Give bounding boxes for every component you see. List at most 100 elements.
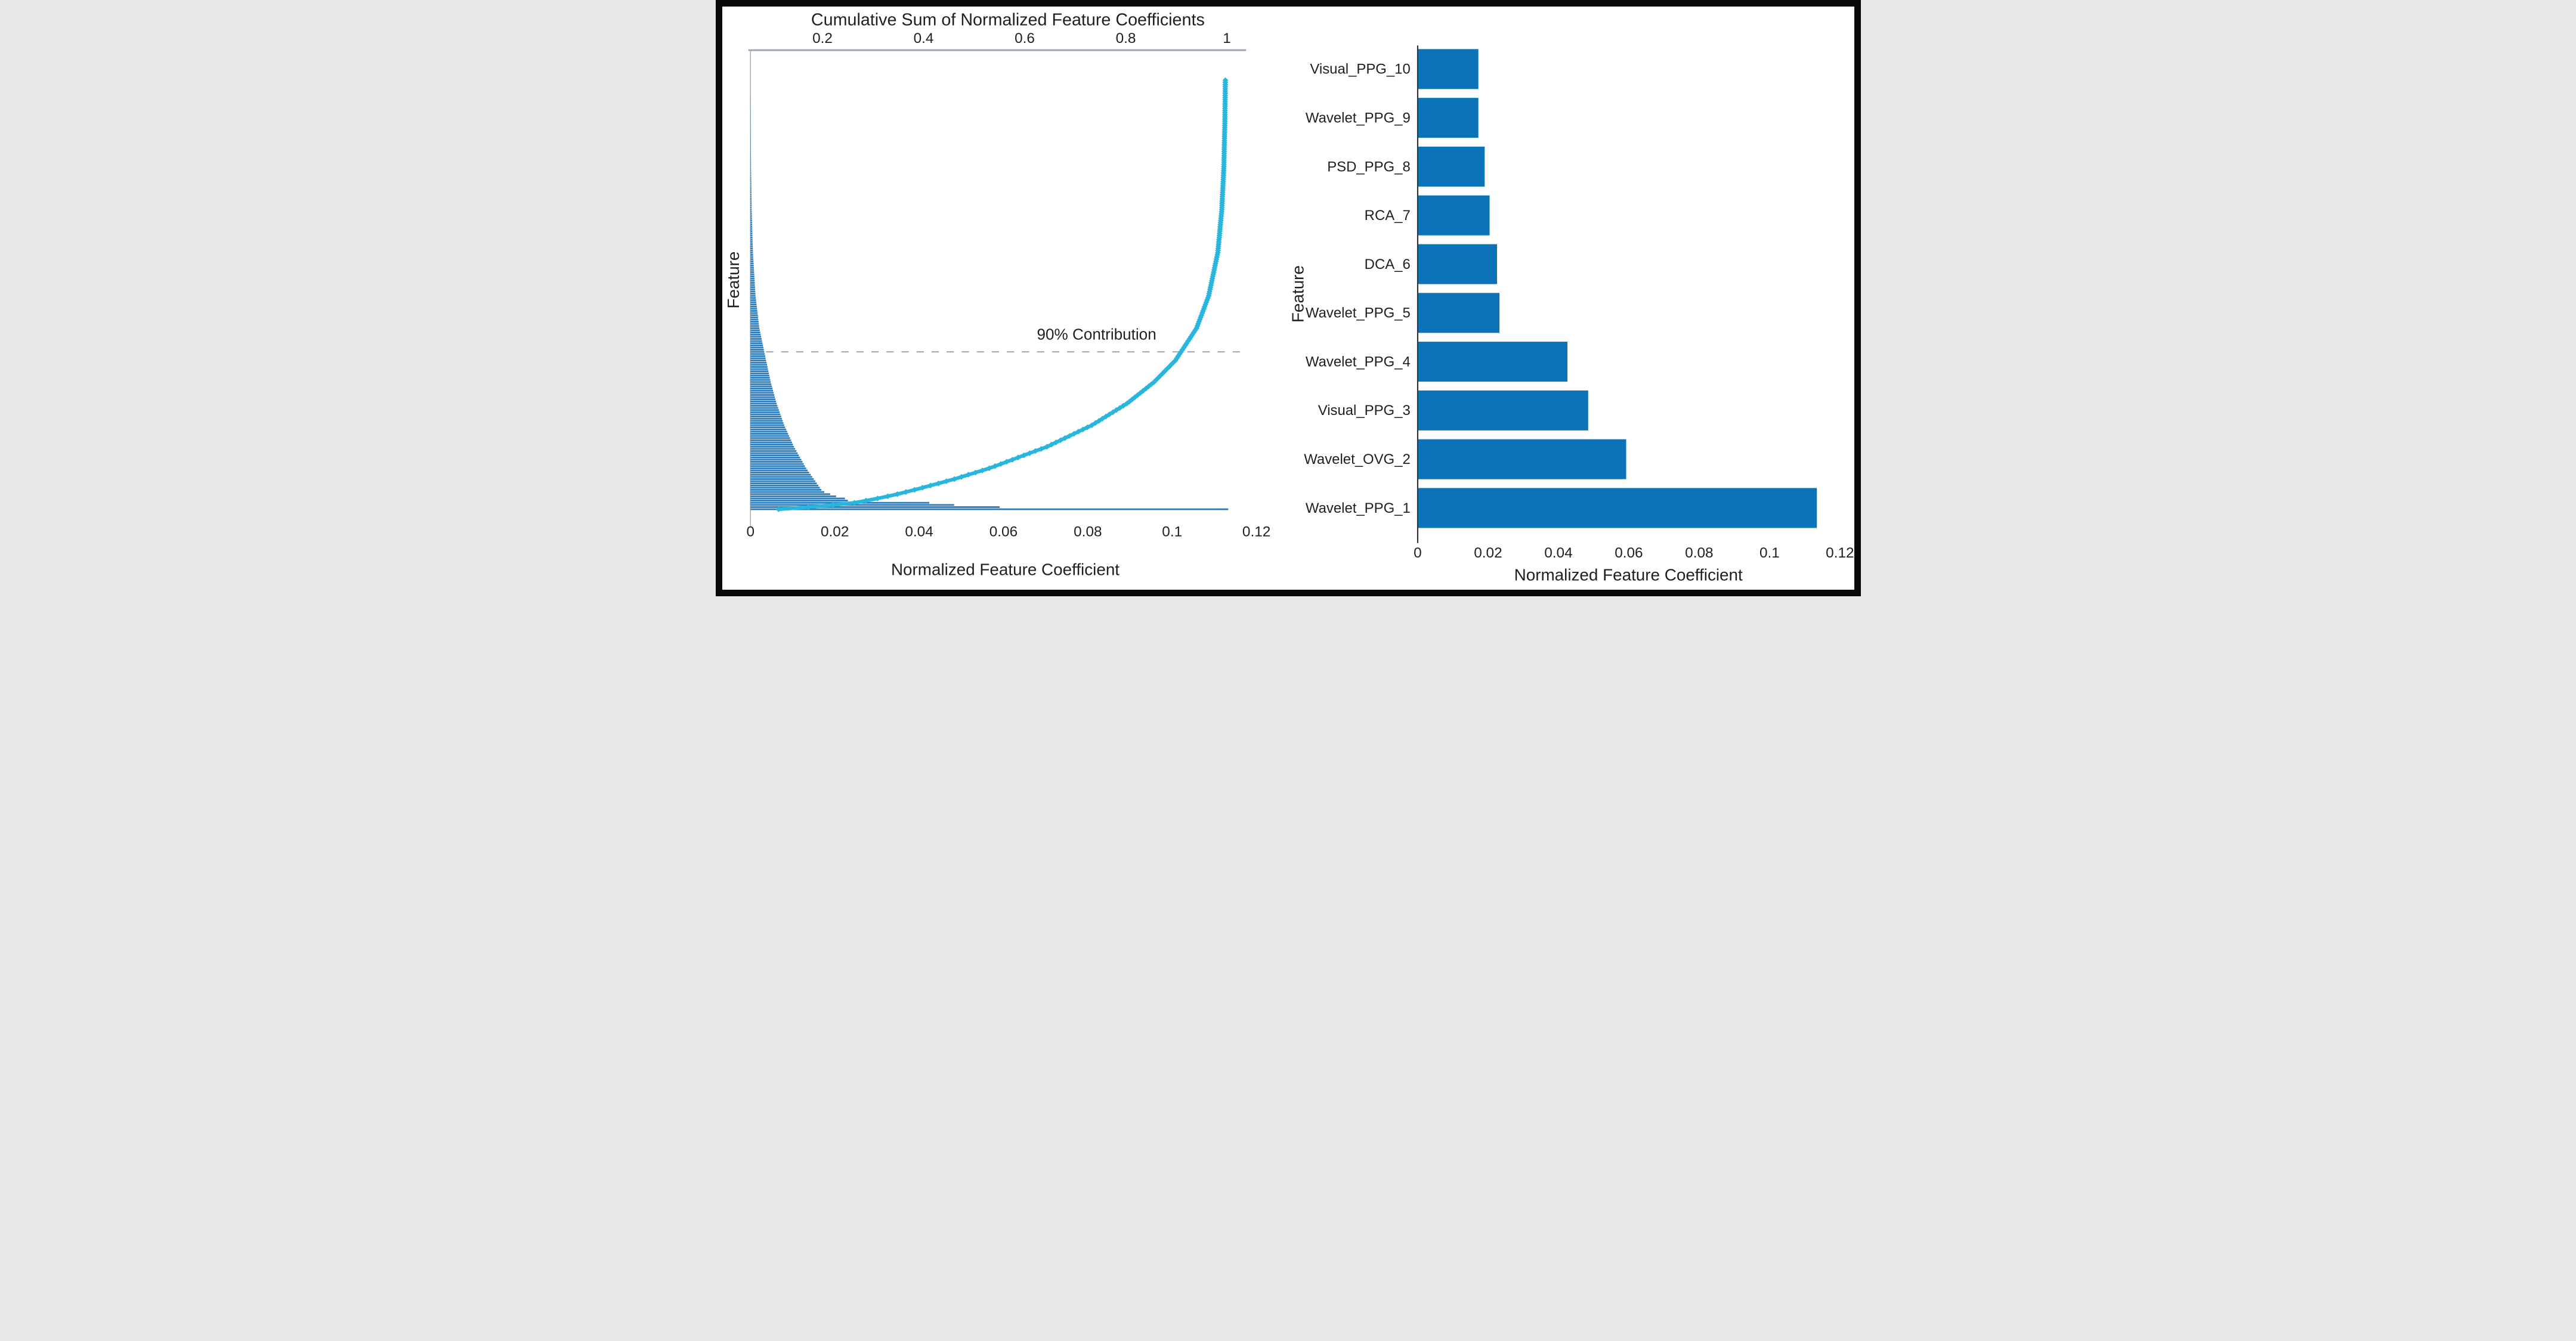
feature-bar <box>750 469 808 472</box>
feature-bar <box>750 312 757 314</box>
feature-bar <box>750 405 777 407</box>
feature-bar <box>750 497 845 500</box>
top-axis-title: Cumulative Sum of Normalized Feature Coe… <box>811 10 1204 29</box>
feature-bar <box>750 146 751 148</box>
feature-bar <box>750 170 751 172</box>
feature-bar <box>750 504 954 506</box>
feature-bar <box>1418 390 1588 431</box>
feature-bar <box>750 381 771 383</box>
x-axis-tick-label: 0.02 <box>1474 545 1502 561</box>
feature-bar <box>750 221 752 224</box>
category-label: Wavelet_OVG_2 <box>1304 451 1411 467</box>
feature-bar <box>750 191 752 194</box>
feature-bar <box>750 196 752 198</box>
category-label: Wavelet_PPG_5 <box>1305 305 1410 321</box>
feature-bar <box>750 327 759 329</box>
feature-bar <box>750 204 752 206</box>
feature-bar <box>750 224 752 226</box>
feature-bar <box>750 323 759 325</box>
feature-bar <box>750 252 753 254</box>
feature-bar <box>750 174 751 176</box>
feature-bar <box>750 342 762 345</box>
feature-bar <box>750 237 753 239</box>
feature-bar <box>750 338 762 340</box>
feature-bar <box>750 506 1000 508</box>
feature-bar <box>750 198 752 200</box>
feature-bar <box>750 364 767 366</box>
feature-bar <box>750 247 753 250</box>
feature-bar <box>750 450 796 452</box>
bottom-axis-tick-label: 0.02 <box>820 524 848 540</box>
feature-bar <box>750 336 761 338</box>
feature-bar <box>750 346 763 349</box>
feature-bar <box>750 372 769 374</box>
feature-bar <box>750 374 769 377</box>
feature-bar <box>750 135 751 138</box>
feature-bar <box>750 472 809 474</box>
feature-bar <box>750 310 757 312</box>
feature-bar <box>750 258 753 261</box>
feature-bar <box>750 482 817 485</box>
feature-bar <box>750 303 756 306</box>
feature-bar <box>750 273 754 275</box>
feature-bar <box>750 407 778 409</box>
feature-bar <box>750 269 754 271</box>
feature-bar <box>750 249 753 252</box>
feature-bar <box>750 137 751 140</box>
feature-bar <box>750 417 782 420</box>
feature-bar <box>750 187 752 189</box>
feature-bar <box>750 459 801 461</box>
feature-bar <box>750 206 752 209</box>
feature-bar <box>750 142 751 144</box>
feature-bar <box>750 140 751 142</box>
feature-bar <box>750 476 812 478</box>
feature-bar <box>750 444 793 446</box>
feature-bar <box>750 230 752 233</box>
feature-bar <box>750 388 772 390</box>
feature-bar <box>750 297 756 299</box>
x-axis-label: Normalized Feature Coefficient <box>1514 565 1742 584</box>
category-label: RCA_7 <box>1364 208 1410 224</box>
x-axis-tick-label: 0.06 <box>1615 545 1643 561</box>
top-features-chart-panel: Visual_PPG_10 Wavelet_PPG_9 PSD_PPG_8 RCA_7… <box>1288 7 1854 590</box>
ninety-percent-label: 90% Contribution <box>1037 326 1156 343</box>
feature-bar <box>750 314 758 317</box>
cumulative-curve <box>776 78 1227 512</box>
feature-bar <box>750 290 755 293</box>
feature-bar <box>750 215 752 217</box>
feature-bar <box>750 193 752 196</box>
feature-bar <box>750 402 777 405</box>
feature-bar <box>750 452 797 454</box>
feature-bar <box>750 154 751 157</box>
feature-bar <box>750 461 802 463</box>
feature-bar <box>750 176 751 178</box>
feature-bar <box>750 189 752 191</box>
feature-bar <box>750 463 803 465</box>
top-axis-tick-label: 0.2 <box>812 30 833 47</box>
figure-frame: Cumulative Sum of Normalized Feature Coe… <box>715 0 1861 596</box>
feature-bar <box>750 456 800 459</box>
feature-bar <box>750 280 754 282</box>
feature-bar <box>750 389 773 392</box>
feature-bar <box>750 340 762 342</box>
y-axis-label: Feature <box>724 252 743 309</box>
feature-bar <box>750 228 752 230</box>
feature-bar <box>750 478 814 480</box>
feature-bar <box>750 439 791 441</box>
feature-bar <box>750 394 774 396</box>
x-axis-tick-label: 0 <box>1414 545 1422 561</box>
y-axis-label: Feature <box>1288 265 1307 323</box>
feature-bar <box>750 368 768 370</box>
feature-bar <box>750 454 799 457</box>
feature-bar <box>750 213 752 215</box>
feature-bar <box>750 262 753 265</box>
feature-bar <box>750 161 751 163</box>
feature-bar <box>750 329 760 332</box>
feature-bar <box>750 153 751 154</box>
bottom-axis-tick-label: 0 <box>746 524 754 540</box>
feature-bar <box>750 400 776 402</box>
feature-bar <box>750 265 754 267</box>
feature-bar <box>750 409 779 411</box>
feature-bar <box>750 275 754 278</box>
feature-bar <box>750 332 760 334</box>
